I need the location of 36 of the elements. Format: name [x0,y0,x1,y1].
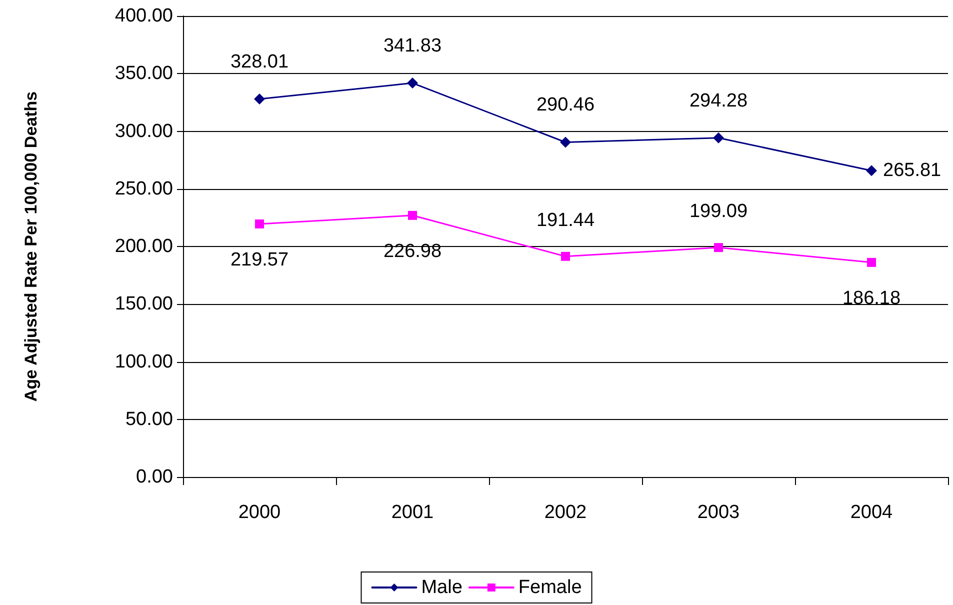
y-tick-label: 200.00 [114,236,173,257]
data-label: 341.83 [383,36,442,57]
x-tick-label: 2002 [544,502,587,523]
y-tick-label: 350.00 [114,63,173,84]
y-tick-label: 300.00 [114,120,173,142]
point [867,258,876,267]
y-tick-label: 50.00 [125,408,173,430]
x-tick-label: 2004 [850,502,894,523]
point [255,219,264,228]
x-tick-label: 2001 [391,502,434,523]
point [713,132,724,144]
y-tick-label: 250.00 [114,178,173,200]
y-tick-label: 0.00 [136,466,173,488]
data-label: 290.46 [536,94,595,116]
y-tick-label: 150.00 [114,294,173,315]
legend-label: Male [421,577,462,598]
data-label: 191.44 [536,210,595,231]
point [866,165,877,176]
y-tick-label: 400.00 [114,6,173,26]
point [254,93,265,104]
data-label: 328.01 [230,51,289,72]
legend-label: Female [518,577,582,598]
x-tick-label: 2000 [238,502,281,523]
data-label: 219.57 [230,249,289,270]
point [408,210,417,220]
data-label: 186.18 [842,288,901,309]
point [561,252,570,261]
data-label: 294.28 [689,90,748,112]
y-axis-title: Age Adjusted Rate Per 100,000 Deaths [22,91,40,402]
point [714,243,723,252]
x-tick-label: 2003 [697,502,740,523]
data-label: 199.09 [689,201,748,222]
y-tick-label: 100.00 [114,351,173,372]
data-label: 265.81 [883,160,942,182]
point [407,78,418,89]
point [560,136,571,148]
